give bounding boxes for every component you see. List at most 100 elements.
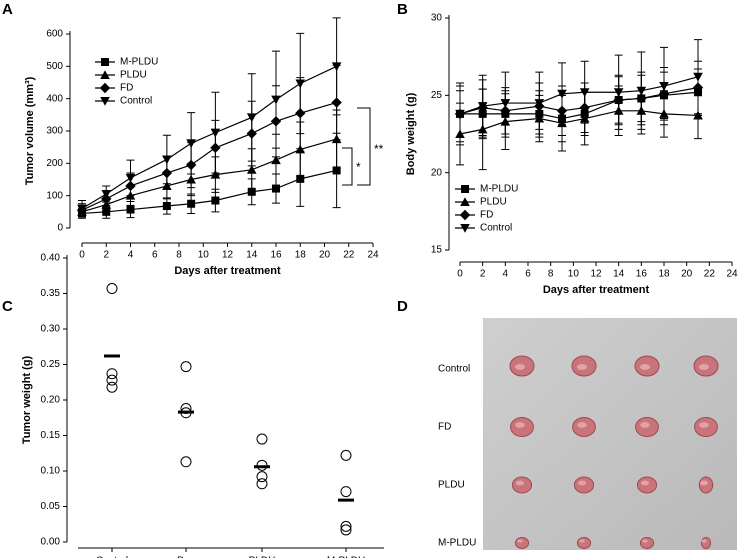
legend-label: Control <box>120 96 152 107</box>
data-point <box>256 433 268 445</box>
x-tick-label: 12 <box>590 269 602 280</box>
data-point <box>340 449 352 461</box>
row-label: PLDU <box>438 480 465 491</box>
x-tick-label: 10 <box>568 269 580 280</box>
marker <box>693 72 703 82</box>
tumor-highlight <box>578 480 586 486</box>
x-tick-label: 24 <box>367 250 379 261</box>
data-point <box>106 381 118 393</box>
x-tick-label: 20 <box>681 269 693 280</box>
marker <box>332 166 341 175</box>
tumor-highlight <box>515 364 525 370</box>
x-tick-label: 18 <box>295 250 307 261</box>
tumor <box>639 537 655 549</box>
data-point <box>256 478 268 490</box>
tumor-highlight <box>641 480 649 486</box>
series-line <box>81 169 337 215</box>
y-tick-label: 0.25 <box>41 359 61 370</box>
tumor-highlight <box>701 539 707 543</box>
y-tick-label: 400 <box>46 93 63 104</box>
tumor-highlight <box>579 539 585 543</box>
x-tick-label: M-PLDU <box>327 556 365 558</box>
tumor-highlight <box>516 480 524 486</box>
marker <box>613 88 624 98</box>
x-tick-label: 14 <box>246 250 258 261</box>
row-label: Control <box>438 364 470 375</box>
series-line <box>459 110 699 135</box>
tumor-highlight <box>577 364 587 370</box>
marker <box>460 224 470 233</box>
marker <box>636 86 647 96</box>
panel-label: C <box>2 298 13 315</box>
y-tick-label: 0 <box>57 223 63 234</box>
data-point <box>340 486 352 498</box>
x-tick-label: 2 <box>103 250 109 261</box>
marker <box>101 190 112 199</box>
marker <box>296 174 305 183</box>
legend-label: FD <box>120 83 133 94</box>
tumor-highlight <box>517 539 523 543</box>
marker <box>455 109 465 119</box>
tumor-highlight <box>577 422 587 428</box>
marker <box>211 196 220 205</box>
significance-brackets <box>342 107 371 186</box>
tumor <box>576 537 592 549</box>
marker <box>331 62 342 72</box>
bracket <box>357 107 371 186</box>
row-label: FD <box>438 422 451 433</box>
marker <box>100 97 110 106</box>
series-line <box>459 76 699 115</box>
bracket <box>342 147 353 186</box>
x-tick-label: 4 <box>128 250 134 261</box>
series-line <box>459 87 699 115</box>
legend-label: M-PLDU <box>120 57 158 68</box>
y-tick-label: 25 <box>431 90 443 101</box>
marker <box>271 95 281 105</box>
data-point <box>180 456 192 468</box>
marker <box>186 139 196 149</box>
y-tick-label: 0.00 <box>41 537 61 548</box>
x-axis-title: Days after treatment <box>174 265 281 277</box>
tumor-highlight <box>640 422 650 428</box>
marker <box>100 70 110 79</box>
y-tick-label: 0.30 <box>41 324 61 335</box>
marker <box>77 204 87 214</box>
series-line <box>81 138 337 213</box>
marker <box>534 99 545 108</box>
marker <box>246 113 257 123</box>
legend-label: M-PLDU <box>480 184 518 195</box>
tumor-highlight <box>699 364 709 370</box>
marker <box>162 155 172 165</box>
row-label: M-PLDU <box>438 538 476 549</box>
marker <box>460 197 470 206</box>
x-tick-label: 16 <box>270 250 282 261</box>
x-tick-label: 22 <box>343 250 355 261</box>
data-point <box>340 524 352 536</box>
marker <box>210 128 221 138</box>
x-tick-label: 8 <box>548 269 554 280</box>
legend-label: PLDU <box>480 197 507 208</box>
x-tick-label: 10 <box>198 250 210 261</box>
marker <box>295 79 306 89</box>
y-tick-label: 0.15 <box>41 430 61 441</box>
x-tick-label: 24 <box>726 269 738 280</box>
data-point <box>340 520 352 532</box>
x-tick-label: 6 <box>525 269 531 280</box>
panel-label: B <box>397 1 408 18</box>
x-tick-label: 16 <box>636 269 648 280</box>
marker <box>461 185 469 193</box>
marker <box>557 89 567 99</box>
marker <box>246 165 257 174</box>
y-tick-label: 0.20 <box>41 395 61 406</box>
marker <box>659 82 669 91</box>
marker <box>126 205 135 214</box>
y-axis-title: Body weight (g) <box>405 92 417 175</box>
data-point <box>180 361 192 373</box>
tumor-highlight <box>699 422 709 428</box>
marker <box>693 110 703 120</box>
marker <box>459 209 471 221</box>
y-tick-label: 0.40 <box>41 253 61 264</box>
marker <box>125 173 136 183</box>
annotation: ** <box>374 142 384 156</box>
